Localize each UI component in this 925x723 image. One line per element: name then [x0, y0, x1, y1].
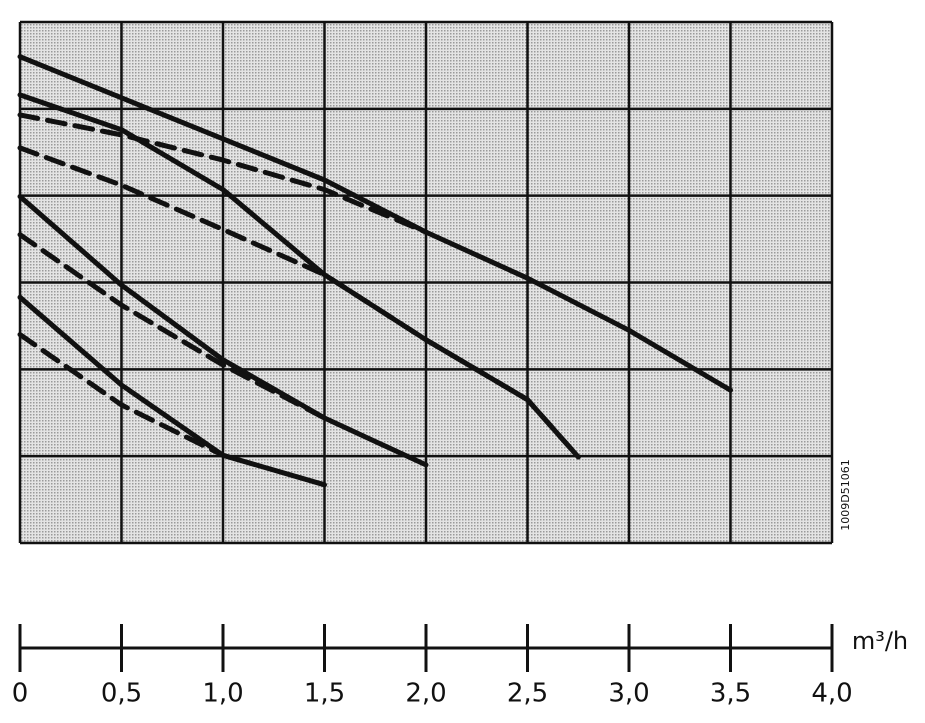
curve [17, 145, 581, 460]
curve [17, 112, 429, 235]
x-tick-label: 3,5 [710, 679, 751, 709]
side-code: 1009D51061 [839, 459, 852, 530]
x-tick-label: 2,5 [507, 679, 548, 709]
curve [17, 332, 226, 458]
x-tick-label: 0,5 [101, 679, 142, 709]
x-tick-label: 3,0 [608, 679, 649, 709]
x-unit: m³/h [852, 627, 908, 655]
x-tick-label: 4,0 [811, 679, 852, 709]
x-tick-label: 1,0 [202, 679, 243, 709]
curve [17, 194, 429, 468]
x-tick-label: 2,0 [405, 679, 446, 709]
curve [17, 232, 327, 421]
x-tick-label: 0 [12, 679, 29, 709]
curve [17, 54, 733, 393]
x-tick-label: 1,5 [304, 679, 345, 709]
curve [17, 294, 327, 488]
